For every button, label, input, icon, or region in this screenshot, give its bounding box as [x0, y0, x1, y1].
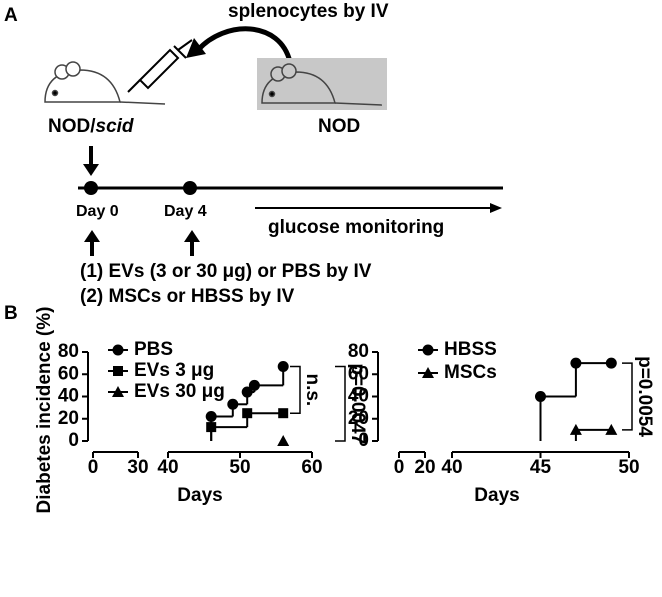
arrow-head — [84, 230, 200, 242]
panel-label: A — [4, 5, 18, 26]
legend-label: PBS — [134, 339, 173, 360]
marker — [242, 408, 253, 419]
treatment: (2) MSCs or HBSS by IV — [80, 286, 295, 307]
x-tick-label: 40 — [441, 457, 462, 478]
x-axis-label: Days — [474, 485, 519, 506]
marker — [241, 386, 253, 398]
panel-label: B — [4, 303, 18, 324]
y-tick-label: 20 — [58, 408, 79, 429]
significance-label: p=0.0047 — [347, 363, 368, 444]
marker — [422, 367, 434, 378]
injection-label: splenocytes by IV — [228, 1, 389, 22]
significance-bracket — [335, 365, 346, 442]
marker — [277, 360, 289, 372]
up-arrows — [90, 240, 194, 256]
x-tick-label: 20 — [414, 457, 435, 478]
y-tick-label: 0 — [358, 430, 369, 451]
legend-label: EVs 30 μg — [134, 381, 225, 402]
marker — [206, 422, 217, 433]
transfer-arrow — [196, 26, 293, 63]
x-tick-label: 0 — [394, 457, 405, 478]
marker — [112, 344, 124, 356]
marker — [227, 398, 239, 410]
significance-label: p=0.0054 — [634, 356, 655, 437]
y-axis-label: Diabetes incidence (%) — [34, 307, 55, 514]
marker — [535, 391, 546, 402]
significance-label: n.s. — [302, 373, 323, 406]
y-tick-label: 80 — [58, 341, 79, 362]
significance-bracket — [622, 362, 633, 431]
marker — [569, 423, 582, 435]
monitoring-label: glucose monitoring — [268, 217, 444, 238]
marker — [277, 435, 290, 446]
y-tick-label: 40 — [348, 386, 369, 407]
day-label: Day 4 — [164, 203, 207, 220]
marker — [605, 357, 617, 369]
recipient-mouse — [44, 61, 166, 105]
significance-bracket — [290, 365, 301, 414]
x-axis-label: Days — [177, 485, 222, 506]
legend-label: HBSS — [444, 339, 497, 360]
y-tick-label: 20 — [348, 408, 369, 429]
marker — [570, 357, 582, 369]
timeline-dot — [84, 181, 98, 195]
marker — [605, 423, 618, 435]
x-tick-label: 50 — [618, 457, 639, 478]
x-tick-label: 50 — [229, 457, 250, 478]
legend-label: MSCs — [444, 362, 497, 383]
marker — [248, 379, 260, 391]
y-tick-label: 80 — [348, 341, 369, 362]
marker — [113, 366, 123, 376]
treatment: (1) EVs (3 or 30 μg) or PBS by IV — [80, 261, 372, 282]
x-tick-label: 0 — [88, 457, 99, 478]
y-tick-label: 0 — [68, 430, 79, 451]
y-tick-label: 60 — [348, 363, 369, 384]
marker — [278, 408, 289, 419]
legend-label: EVs 3 μg — [134, 360, 214, 381]
x-tick-label: 40 — [157, 457, 178, 478]
recipient-label: NOD/scid — [48, 116, 134, 137]
donor-mouse — [261, 63, 383, 106]
marker — [422, 344, 434, 356]
arrow-head — [186, 38, 206, 58]
day-label: Day 0 — [76, 203, 119, 220]
timeline-dot — [183, 181, 197, 195]
y-tick-label: 60 — [58, 363, 79, 384]
syringe — [127, 39, 193, 93]
x-tick-label: 30 — [127, 457, 148, 478]
arrow-head — [490, 203, 502, 213]
x-tick-label: 45 — [530, 457, 552, 478]
y-tick-label: 40 — [58, 386, 79, 407]
donor-label: NOD — [318, 116, 360, 137]
marker — [205, 411, 217, 423]
x-tick-label: 60 — [301, 457, 322, 478]
arrow-head — [83, 164, 99, 176]
marker — [112, 386, 124, 397]
